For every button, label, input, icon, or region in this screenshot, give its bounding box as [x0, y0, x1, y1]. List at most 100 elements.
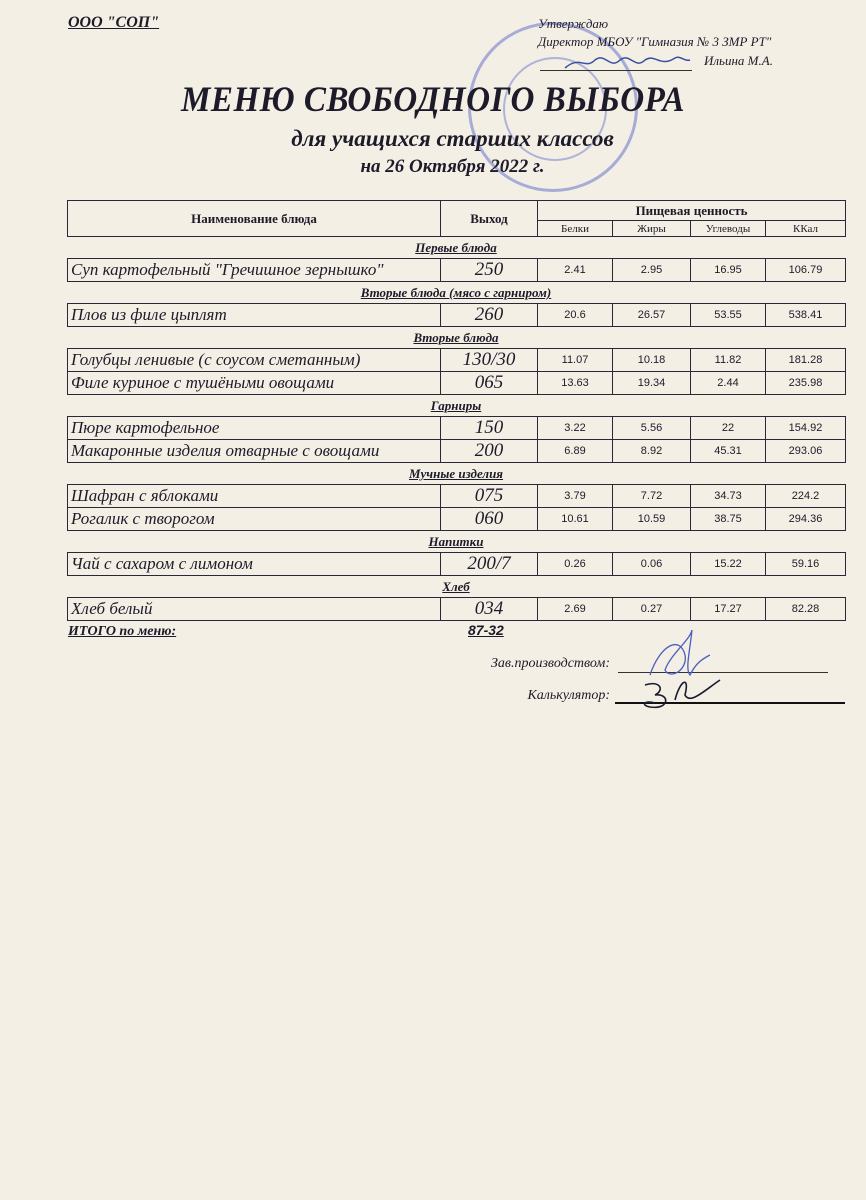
dish-fat: 8.92 — [612, 439, 691, 463]
header-kcal: ККал — [764, 220, 847, 237]
dish-protein: 11.07 — [537, 348, 613, 372]
dish-yield: 260 — [440, 303, 538, 327]
official-stamp — [468, 22, 638, 192]
dish-carbs: 17.27 — [690, 597, 766, 621]
dish-kcal: 181.28 — [765, 348, 846, 372]
dish-carbs: 2.44 — [690, 371, 766, 395]
handwritten-signatures — [643, 629, 721, 709]
production-signature-line — [618, 672, 828, 673]
header-fat: Жиры — [612, 220, 691, 237]
section-title: Вторые блюда (мясо с гарниром) — [360, 285, 552, 300]
section-table: Голубцы ленивые (с соусом сметанным) 130/… — [67, 348, 846, 395]
table-row: Суп картофельный "Гречишное зернышко" 250… — [67, 258, 846, 282]
dish-kcal: 538.41 — [765, 303, 846, 327]
table-header: Наименование блюда Выход Пищевая ценност… — [67, 200, 847, 237]
dish-name: Макаронные изделия отварные с овощами — [67, 439, 441, 463]
menu-date: на 26 Октября 2022 г. — [360, 156, 545, 177]
header-yield: Выход — [440, 200, 538, 237]
dish-kcal: 294.36 — [765, 507, 846, 531]
dish-kcal: 106.79 — [765, 258, 846, 282]
table-row: Рогалик с творогом 060 10.61 10.59 38.75 294.… — [67, 507, 846, 531]
section-title: Напитки — [428, 534, 484, 549]
approval-name: Ильина М.А. — [704, 53, 773, 68]
section-table: Пюре картофельное 150 3.22 5.56 22 154.92 Мака… — [67, 416, 846, 463]
calculator-signature-line — [615, 702, 845, 704]
dish-fat: 7.72 — [612, 484, 691, 508]
dish-name: Плов из филе цыплят — [67, 303, 441, 327]
header-carbs: Углеводы — [690, 220, 766, 237]
dish-kcal: 82.28 — [765, 597, 846, 621]
organization-name: ООО "СОП" — [68, 14, 160, 31]
section-title: Мучные изделия — [408, 466, 504, 481]
dish-name: Пюре картофельное — [67, 416, 441, 440]
table-row: Голубцы ленивые (с соусом сметанным) 130/… — [67, 348, 846, 372]
page-subtitle: для учащихся старших классов — [291, 126, 614, 151]
dish-name: Суп картофельный "Гречишное зернышко" — [67, 258, 441, 282]
dish-carbs: 53.55 — [690, 303, 766, 327]
calculator-label: Калькулятор: — [527, 688, 610, 703]
dish-protein: 0.26 — [537, 552, 613, 576]
dish-fat: 2.95 — [612, 258, 691, 282]
dish-kcal: 224.2 — [765, 484, 846, 508]
section-table: Плов из филе цыплят 260 20.6 26.57 53.55 538.… — [67, 303, 846, 327]
dish-fat: 0.06 — [612, 552, 691, 576]
section-table: Хлеб белый 034 2.69 0.27 17.27 82.28 — [67, 597, 846, 621]
dish-yield: 034 — [440, 597, 538, 621]
table-row: Чай с сахаром с лимоном 200/7 0.26 0.06 15.2… — [67, 552, 846, 576]
table-row: Пюре картофельное 150 3.22 5.56 22 154.92 — [67, 416, 846, 440]
menu-table: Наименование блюда Выход Пищевая ценност… — [67, 200, 847, 621]
dish-yield: 150 — [440, 416, 538, 440]
dish-protein: 10.61 — [537, 507, 613, 531]
dish-protein: 20.6 — [537, 303, 613, 327]
production-manager-label: Зав.производством: — [490, 656, 610, 671]
dish-fat: 10.18 — [612, 348, 691, 372]
page-title: МЕНЮ СВОБОДНОГО ВЫБОРА — [180, 79, 685, 119]
approval-label: Утверждаю — [538, 16, 609, 31]
dish-yield: 060 — [440, 507, 538, 531]
section-title: Хлеб — [442, 579, 470, 594]
approval-position: Директор МБОУ "Гимназия № 3 ЗМР РТ" — [538, 34, 772, 49]
dish-fat: 10.59 — [612, 507, 691, 531]
dish-name: Чай с сахаром с лимоном — [67, 552, 441, 576]
dish-protein: 3.79 — [537, 484, 613, 508]
dish-yield: 075 — [440, 484, 538, 508]
dish-kcal: 59.16 — [765, 552, 846, 576]
dish-name: Филе куриное с тушёными овощами — [67, 371, 441, 395]
approval-signature-line — [540, 70, 692, 71]
dish-protein: 2.41 — [537, 258, 613, 282]
header-name: Наименование блюда — [67, 200, 441, 237]
section-title: Первые блюда — [415, 240, 497, 255]
dish-fat: 5.56 — [612, 416, 691, 440]
dish-yield: 130/30 — [440, 348, 538, 372]
dish-name: Рогалик с творогом — [67, 507, 441, 531]
dish-carbs: 45.31 — [690, 439, 766, 463]
section-table: Чай с сахаром с лимоном 200/7 0.26 0.06 15.2… — [67, 552, 846, 576]
dish-carbs: 34.73 — [690, 484, 766, 508]
dish-kcal: 235.98 — [765, 371, 846, 395]
dish-fat: 26.57 — [612, 303, 691, 327]
dish-yield: 200 — [440, 439, 538, 463]
section-title: Гарниры — [430, 398, 482, 413]
dish-kcal: 154.92 — [765, 416, 846, 440]
dish-carbs: 38.75 — [690, 507, 766, 531]
dish-yield: 250 — [440, 258, 538, 282]
header-protein: Белки — [537, 220, 613, 237]
section-table: Суп картофельный "Гречишное зернышко" 250… — [67, 258, 846, 282]
dish-protein: 13.63 — [537, 371, 613, 395]
dish-yield: 065 — [440, 371, 538, 395]
dish-name: Хлеб белый — [67, 597, 441, 621]
dish-fat: 19.34 — [612, 371, 691, 395]
dish-carbs: 15.22 — [690, 552, 766, 576]
section-table: Шафран с яблоками 075 3.79 7.72 34.73 224.2 Ро… — [67, 484, 846, 531]
dish-kcal: 293.06 — [765, 439, 846, 463]
dish-protein: 2.69 — [537, 597, 613, 621]
dish-name: Голубцы ленивые (с соусом сметанным) — [67, 348, 441, 372]
dish-carbs: 16.95 — [690, 258, 766, 282]
dish-yield: 200/7 — [440, 552, 538, 576]
table-row: Филе куриное с тушёными овощами 065 13.63 1… — [67, 371, 846, 395]
header-nutrition: Пищевая ценность — [536, 200, 847, 221]
section-title: Вторые блюда — [413, 330, 499, 345]
director-signature — [564, 56, 691, 69]
table-row: Плов из филе цыплят 260 20.6 26.57 53.55 538.… — [67, 303, 846, 327]
dish-carbs: 11.82 — [690, 348, 766, 372]
